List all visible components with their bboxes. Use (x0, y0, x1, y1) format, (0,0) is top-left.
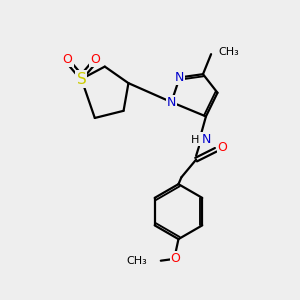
Text: O: O (63, 53, 73, 66)
Text: O: O (90, 53, 100, 66)
Text: S: S (76, 71, 86, 86)
Text: H: H (191, 135, 199, 145)
Text: O: O (171, 252, 181, 265)
Text: N: N (201, 134, 211, 146)
Text: CH₃: CH₃ (218, 47, 239, 57)
Text: O: O (218, 141, 228, 154)
Text: N: N (175, 71, 184, 84)
Text: N: N (167, 96, 176, 109)
Text: CH₃: CH₃ (126, 256, 147, 266)
